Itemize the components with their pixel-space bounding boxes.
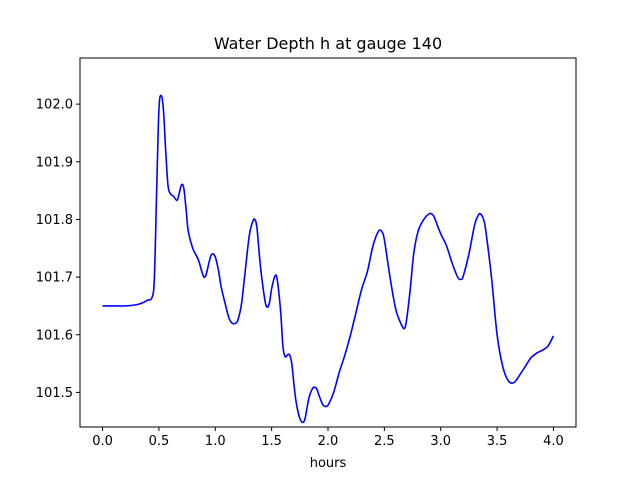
x-tick-label: 0.5 <box>149 434 170 449</box>
x-tick-label: 0.0 <box>92 434 113 449</box>
x-tick-label: 4.0 <box>543 434 564 449</box>
y-tick-label: 101.5 <box>36 386 73 401</box>
x-tick-label: 3.5 <box>487 434 508 449</box>
x-tick-label: 3.0 <box>430 434 451 449</box>
x-tick-label: 2.5 <box>374 434 395 449</box>
y-tick-label: 102.0 <box>36 98 73 113</box>
plot-area-frame <box>79 57 577 428</box>
y-tick-label: 101.8 <box>36 213 73 228</box>
water-depth-line <box>102 94 555 424</box>
x-tick-label: 1.5 <box>261 434 282 449</box>
y-axis-ticks: 101.5 101.6 101.7 101.8 101.9 102.0 <box>36 98 80 401</box>
y-tick-label: 101.9 <box>36 155 73 170</box>
x-tick-label: 2.0 <box>318 434 339 449</box>
y-tick-label: 101.7 <box>36 271 73 286</box>
chart-title: Water Depth h at gauge 140 <box>214 34 442 53</box>
y-tick-label: 101.6 <box>36 328 73 343</box>
x-axis-label: hours <box>310 456 347 471</box>
series-layer <box>102 94 555 424</box>
x-tick-label: 1.0 <box>205 434 226 449</box>
x-axis-ticks: 0.0 0.5 1.0 1.5 2.0 2.5 3.0 3.5 4.0 <box>92 427 564 449</box>
